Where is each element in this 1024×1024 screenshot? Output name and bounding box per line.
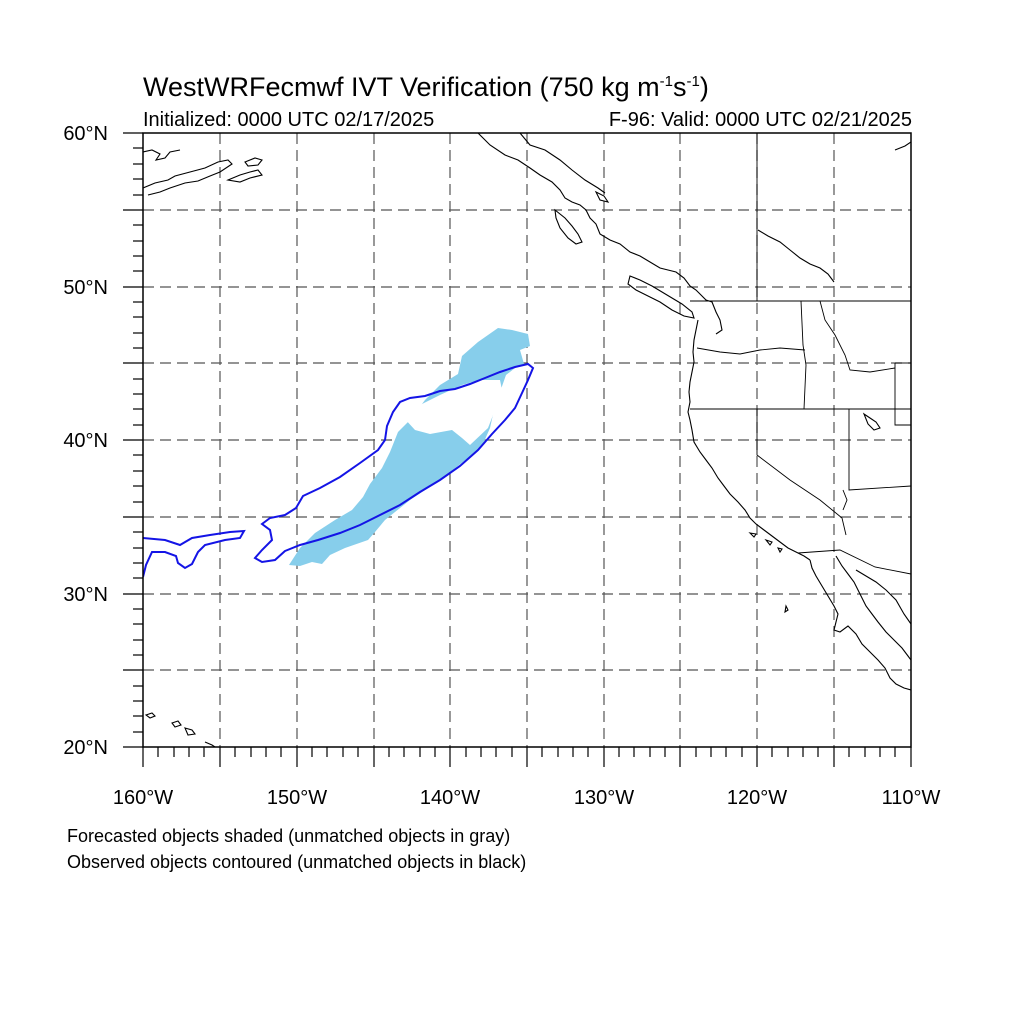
- map-title: WestWRFecmwf IVT Verification (750 kg m-…: [143, 72, 709, 102]
- valid-time: F-96: Valid: 0000 UTC 02/21/2025: [608, 109, 912, 131]
- lon-label-150w: 150°W: [266, 787, 328, 809]
- axis-ticks: [123, 132, 912, 767]
- lon-label-140w: 140°W: [419, 787, 481, 809]
- lon-label-130w: 130°W: [573, 787, 635, 809]
- lon-label-110w: 110°W: [881, 787, 941, 809]
- lat-label-30n: 30°N: [63, 584, 108, 606]
- lon-label-120w: 120°W: [726, 787, 788, 809]
- lat-label-60n: 60°N: [63, 123, 108, 145]
- legend-forecast-note: Forecasted objects shaded (unmatched obj…: [67, 826, 511, 846]
- coastlines: [143, 133, 911, 747]
- forecast-object-hole: [404, 380, 503, 445]
- forecast-object-shaded: [289, 328, 530, 566]
- observed-object-contour-west: [143, 529, 246, 578]
- lat-label-20n: 20°N: [63, 737, 108, 759]
- lat-label-50n: 50°N: [63, 277, 108, 299]
- grid-lines: [143, 133, 911, 747]
- lat-label-40n: 40°N: [63, 430, 108, 452]
- lon-label-160w: 160°W: [112, 787, 174, 809]
- legend-observed-note: Observed objects contoured (unmatched ob…: [67, 852, 527, 872]
- observed-object-contour: [253, 362, 535, 564]
- political-boundaries: [690, 133, 911, 575]
- initialized-time: Initialized: 0000 UTC 02/17/2025: [143, 109, 435, 131]
